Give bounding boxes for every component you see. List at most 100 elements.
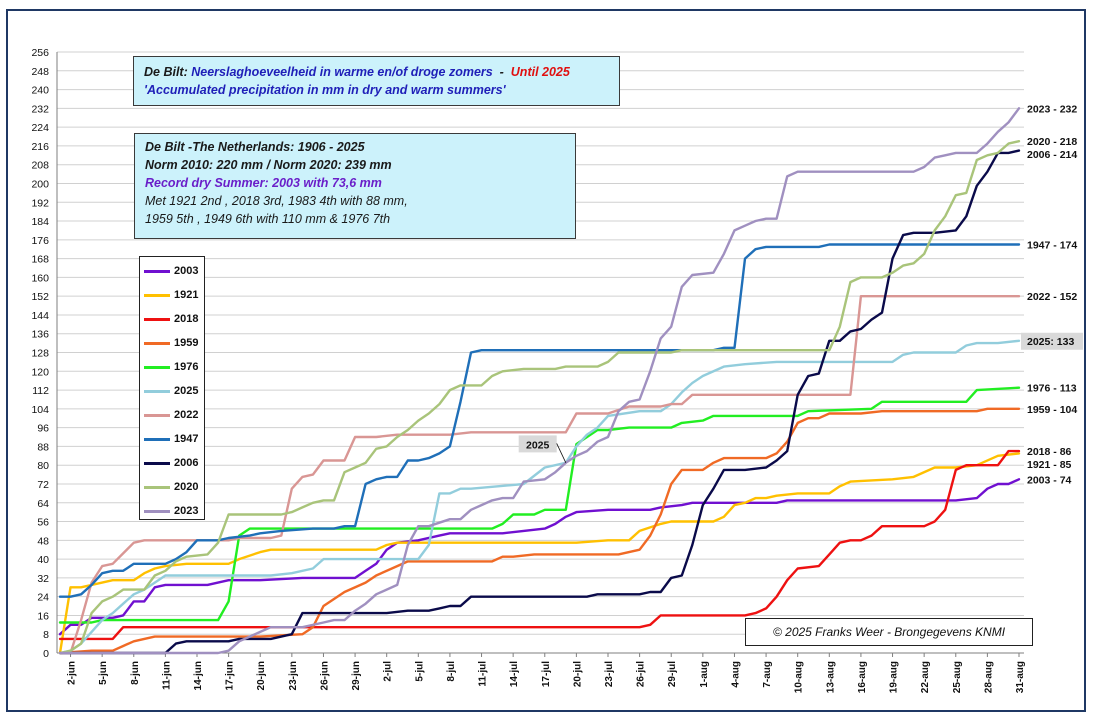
x-tick-label: 20-jun <box>256 661 267 690</box>
series-line-2018 <box>58 449 1021 641</box>
legend-label: 2022 <box>174 409 199 421</box>
legend-label: 1947 <box>174 433 199 445</box>
y-tick-label: 16 <box>37 610 49 622</box>
legend-swatch <box>144 269 170 273</box>
callout-2025-label: 2025 <box>526 439 550 451</box>
y-tick-label: 192 <box>31 197 49 209</box>
axes: 0 8 16 24 32 40 48 56 64 72 80 88 96 104 112 120 128 136 1… <box>31 47 1026 693</box>
legend-swatch <box>144 437 170 441</box>
legend-item-2025: 2025 <box>144 381 198 401</box>
y-tick-label: 72 <box>37 479 49 491</box>
y-tick-label: 0 <box>43 648 49 660</box>
x-tick-label: 17-jun <box>225 661 236 690</box>
legend-item-1959: 1959 <box>144 333 198 353</box>
series-line-2020 <box>58 140 1021 655</box>
x-tick-label: 7-aug <box>762 661 773 688</box>
end-label-2020: 2020 - 218 <box>1027 136 1077 148</box>
end-label-2022: 2022 - 152 <box>1027 291 1077 303</box>
legend-item-1976: 1976 <box>144 357 198 377</box>
legend-swatch <box>144 389 170 393</box>
end-label-2023: 2023 - 232 <box>1027 103 1077 115</box>
legend-swatch <box>144 509 170 513</box>
y-tick-label: 136 <box>31 329 49 341</box>
y-tick-label: 248 <box>31 66 49 78</box>
y-tick-label: 184 <box>31 216 49 228</box>
y-tick-label: 104 <box>31 404 49 416</box>
x-tick-label: 8-jun <box>130 661 141 685</box>
series-line-1976 <box>58 386 1021 624</box>
x-tick-label: 11-jul <box>478 661 489 687</box>
legend-label: 2020 <box>174 481 199 493</box>
y-tick-label: 88 <box>37 441 49 453</box>
callout-2025-leader <box>556 443 567 464</box>
x-tick-label: 11-jun <box>161 661 172 690</box>
y-tick-label: 168 <box>31 254 49 266</box>
legend-swatch <box>144 413 170 417</box>
legend-label: 1976 <box>174 361 199 373</box>
y-tick-label: 256 <box>31 47 49 59</box>
title-until: Until 2025 <box>510 65 570 79</box>
legend-label: 1959 <box>174 337 199 349</box>
series-line-2022 <box>58 295 1021 655</box>
x-tick-label: 29-jun <box>351 661 362 690</box>
end-label-2003: 2003 - 74 <box>1027 474 1072 486</box>
y-tick-label: 120 <box>31 366 49 378</box>
title-box: De Bilt: Neerslaghoeveelheid in warme en… <box>133 56 620 106</box>
x-tick-label: 13-aug <box>825 661 836 693</box>
y-tick-label: 32 <box>37 573 49 585</box>
title-prefix: De Bilt: <box>144 65 192 79</box>
x-tick-label: 5-jul <box>414 661 425 682</box>
y-tick-label: 48 <box>37 535 49 547</box>
chart-title: Neerslaghoeveelheid in warme en/of droge… <box>191 65 493 79</box>
legend-item-2023: 2023 <box>144 501 198 521</box>
x-tick-label: 14-jun <box>193 661 204 690</box>
chart-subtitle: 'Accumulated precipitation in mm in dry … <box>144 83 506 97</box>
y-tick-label: 240 <box>31 85 49 97</box>
y-tick-label: 160 <box>31 272 49 284</box>
legend-swatch <box>144 485 170 489</box>
legend-item-2022: 2022 <box>144 405 198 425</box>
title-line: De Bilt: Neerslaghoeveelheid in warme en… <box>144 63 619 81</box>
title-separator: - <box>492 65 511 79</box>
legend-swatch <box>144 365 170 369</box>
copyright-text: © 2025 Franks Weer - Brongegevens KNMI <box>772 625 1006 639</box>
callout-2025-bg <box>518 435 557 453</box>
legend-swatch <box>144 293 170 297</box>
y-tick-label: 232 <box>31 103 49 115</box>
end-label-2006: 2006 - 214 <box>1027 149 1077 161</box>
info-line-1: De Bilt -The Netherlands: 1906 - 2025 <box>145 140 365 154</box>
x-tick-label: 31-aug <box>1015 661 1026 693</box>
x-tick-label: 2-jun <box>67 661 78 685</box>
y-tick-label: 56 <box>37 517 49 529</box>
series-line-1921 <box>58 452 1021 655</box>
x-tick-label: 26-jun <box>319 661 330 690</box>
end-label-bg-2025 <box>1021 332 1083 350</box>
x-tick-label: 23-jun <box>288 661 299 690</box>
legend-label: 2018 <box>174 313 199 325</box>
y-tick-label: 40 <box>37 554 49 566</box>
y-tick-label: 144 <box>31 310 49 322</box>
legend-item-2006: 2006 <box>144 453 198 473</box>
y-tick-label: 112 <box>32 385 49 397</box>
x-tick-label: 5-jun <box>98 661 109 685</box>
y-tick-label: 96 <box>37 423 49 435</box>
series-line-2003 <box>58 478 1021 636</box>
series-line-2023 <box>58 107 1021 655</box>
y-tick-label: 224 <box>31 122 49 134</box>
y-tick-label: 64 <box>37 498 49 510</box>
series-line-1959 <box>58 407 1021 655</box>
legend-label: 2023 <box>174 505 199 517</box>
info-line-5: 1959 5th , 1949 6th with 110 mm & 1976 7… <box>145 212 391 226</box>
end-label-1921: 1921 - 85 <box>1027 459 1072 471</box>
info-line-2: Norm 2010: 220 mm / Norm 2020: 239 mm <box>145 158 392 172</box>
x-tick-label: 17-jul <box>541 661 552 687</box>
x-tick-label: 16-aug <box>857 661 868 693</box>
y-tick-label: 128 <box>31 348 49 360</box>
series-line-1947 <box>58 243 1021 598</box>
x-tick-label: 22-aug <box>920 661 931 693</box>
x-tick-label: 8-jul <box>446 661 457 682</box>
y-tick-label: 176 <box>31 235 49 247</box>
copyright-box: © 2025 Franks Weer - Brongegevens KNMI <box>745 618 1033 646</box>
legend-item-2020: 2020 <box>144 477 198 497</box>
